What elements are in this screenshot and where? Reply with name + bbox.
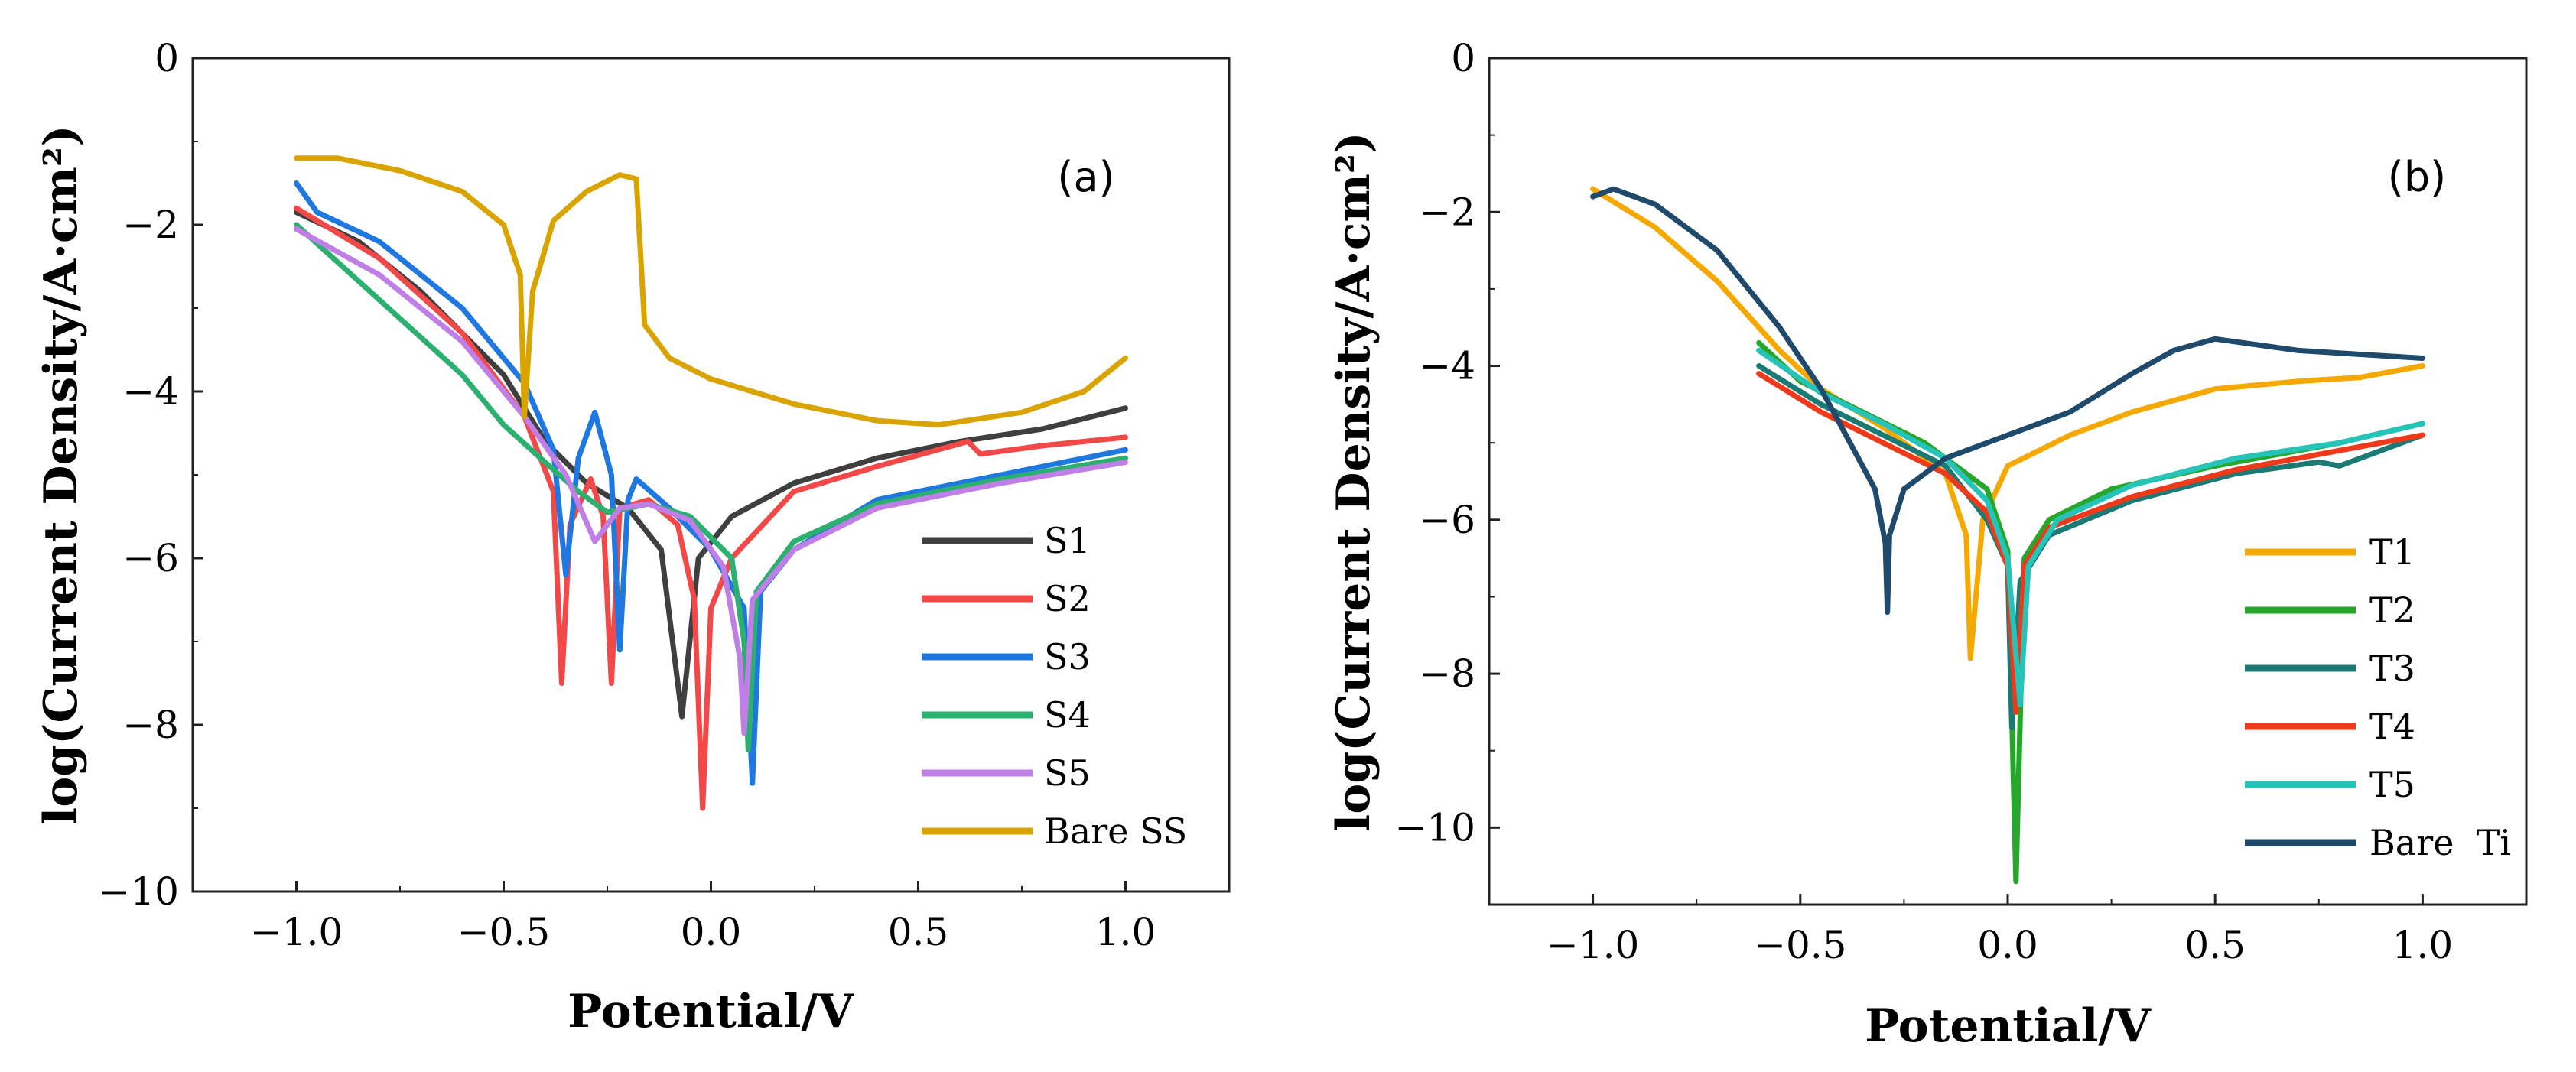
panel-a-y-tick-label: −10 xyxy=(98,869,179,914)
panel-a-legend-label: S4 xyxy=(1044,694,1091,736)
panel-a-y-tick-label: −2 xyxy=(122,203,179,247)
panel-b-x-tick-label: −1.0 xyxy=(1547,923,1639,967)
panel-b-legend-label: Bare Ti xyxy=(2369,822,2511,863)
panel-a-legend-label: Bare SS xyxy=(1044,810,1187,852)
panel-a-y-tick-label: −6 xyxy=(122,536,179,580)
panel-b-series-t5 xyxy=(1756,347,2425,707)
panel-a-legend-label: S5 xyxy=(1044,752,1091,794)
panel-b-y-tick-label: 0 xyxy=(1451,36,1475,80)
panel-a-label: (a) xyxy=(1057,153,1114,201)
panel-b-series-t1 xyxy=(1590,186,2425,661)
panel-a-legend-label: S2 xyxy=(1044,578,1091,619)
panel-a-series xyxy=(294,155,1128,811)
panel-b-legend: T1 T2 T3 T4 T5 Bare Ti xyxy=(2245,531,2511,863)
panel-b-x-tick-label: −0.5 xyxy=(1754,923,1846,967)
panel-a-x-tick-label: 0.5 xyxy=(888,910,949,954)
panel-a-legend-label: S3 xyxy=(1044,636,1091,677)
panel-a-x-tick-label: 0.0 xyxy=(681,910,742,954)
panel-b-x-tick-label: 1.0 xyxy=(2392,923,2454,967)
panel-b-y-tick-label: −10 xyxy=(1394,805,1475,849)
panel-a-ticks: −1.0 −0.5 0.0 0.5 1.0 0 −2 −4 −6 −8 −10 xyxy=(98,36,1230,954)
panel-b-series xyxy=(1590,186,2425,885)
panel-a-x-tick-label: 1.0 xyxy=(1095,910,1156,954)
panel-a-y-tick-label: −4 xyxy=(122,369,179,414)
panel-b-y-tick-label: −8 xyxy=(1419,651,1475,696)
panel-b-ticks: −1.0 −0.5 0.0 0.5 1.0 0 −2 −4 −6 −8 −10 xyxy=(1394,36,2527,967)
panel-a-series-bare-ss xyxy=(294,155,1128,428)
panel-b-x-tick-label: 0.0 xyxy=(1977,923,2038,967)
panel-a-chart: (a) Potential/V log(Current Density/A·cm… xyxy=(34,36,1231,1038)
panel-b-legend-label: T2 xyxy=(2369,590,2415,631)
panel-b-y-axis-title: log(Current Density/A·cm²) xyxy=(1327,132,1381,831)
panel-b-legend-label: T1 xyxy=(2369,531,2415,573)
panel-b-y-tick-label: −2 xyxy=(1419,190,1475,234)
panel-b-x-tick-label: 0.5 xyxy=(2184,923,2246,967)
panel-b-chart: (b) Potential/V log(Current Density/A·cm… xyxy=(1327,36,2528,1053)
panel-b-y-tick-label: −6 xyxy=(1419,498,1475,542)
panel-a-x-tick-label: −0.5 xyxy=(457,910,550,954)
panel-a-x-axis-title: Potential/V xyxy=(568,985,854,1038)
panel-b-legend-label: T4 xyxy=(2369,706,2415,747)
panel-a-y-tick-label: 0 xyxy=(154,36,179,80)
panel-a-y-tick-label: −8 xyxy=(122,703,179,747)
panel-b-series-t3 xyxy=(1756,363,2425,730)
panel-a-series-s5 xyxy=(294,226,1128,736)
panel-b-y-tick-label: −4 xyxy=(1419,344,1475,388)
panel-b-label: (b) xyxy=(2388,153,2446,201)
panel-b-series-bare-ti xyxy=(1590,186,2425,616)
panel-b-series-t4 xyxy=(1756,371,2425,715)
panel-b-legend-label: T3 xyxy=(2369,648,2415,689)
panel-a-x-tick-label: −1.0 xyxy=(250,910,343,954)
panel-b-x-axis-title: Potential/V xyxy=(1865,999,2152,1053)
panel-a-series-s2 xyxy=(294,205,1128,811)
panel-a-y-axis-title: log(Current Density/A·cm²) xyxy=(34,125,88,824)
panel-a-legend-label: S1 xyxy=(1044,520,1091,561)
panel-a-series-s4 xyxy=(294,222,1128,753)
panel-a-legend: S1 S2 S3 S4 S5 Bare SS xyxy=(922,520,1187,852)
panel-b-legend-label: T5 xyxy=(2369,764,2415,805)
